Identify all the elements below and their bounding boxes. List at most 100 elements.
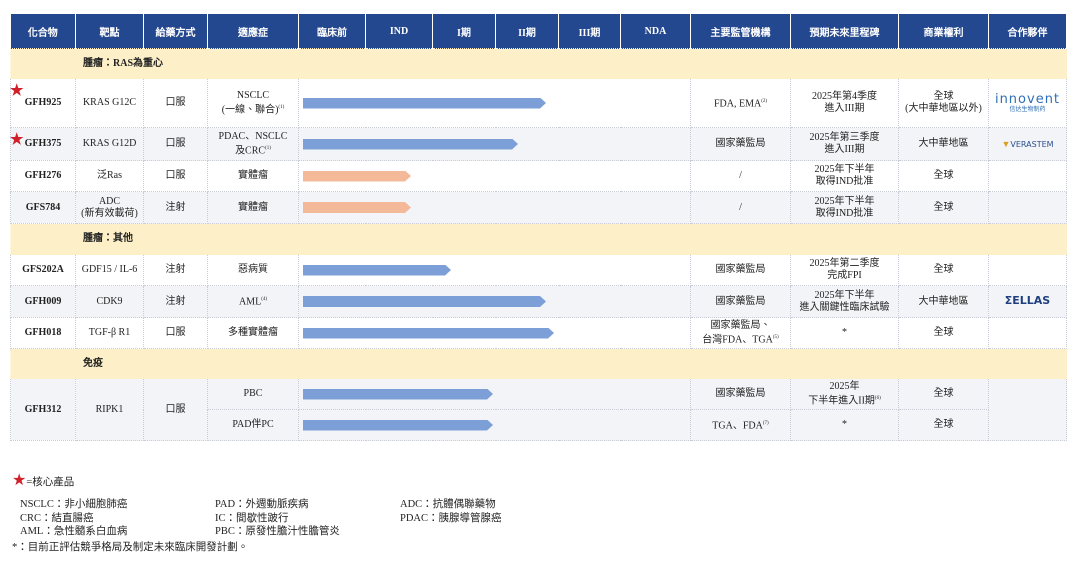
header-cell: 合作夥伴 [988, 14, 1067, 49]
compound-cell: GFH009 [10, 285, 76, 318]
header-cell: NDA [620, 14, 691, 49]
indication: PAD伴PC [232, 419, 274, 430]
compound-cell: GFS784 [10, 191, 76, 224]
regulator-cell: 國家藥監局、 台灣FDA、TGA(5) [690, 317, 791, 349]
section-row: 腫瘤：其他 [10, 223, 1067, 255]
header-cell: 化合物 [10, 14, 76, 49]
table-body: 腫瘤：RAS為重心 ★ GFH925 KRAS G12C 口服 NSCLC (一線、聯合)(… [10, 48, 1067, 441]
target-cell: RIPK1 [75, 378, 144, 441]
regulator: / [739, 170, 742, 181]
compound-row: PAD伴PC TGA、FDA(7) * 全球 [11, 409, 1067, 441]
rights: 全球 [933, 170, 954, 181]
rights: (大中華地區以外) [905, 103, 982, 114]
compound-name: GFH312 [24, 403, 62, 415]
compound-row: GFS784 ADC (新有效載荷) 注射 實體瘤/2025年下半年 取得IND批准 全球 [10, 191, 1067, 224]
regulator: TGA、FDA(7) [712, 420, 769, 432]
header-cell: 主要監管機構 [690, 14, 791, 49]
milestone: 取得IND批准 [815, 176, 874, 187]
compound-cell: GFH312 [10, 378, 76, 441]
compound-name: GFH018 [24, 327, 62, 338]
section-title: 腫瘤：其他 [75, 223, 1067, 255]
milestone-cell: 2025年下半年 取得IND批准 [790, 160, 899, 192]
core-legend: ★=核心產品 [12, 473, 74, 490]
compound-row: GFH276 泛Ras 口服 實體瘤 / 2025年下半年 取得IND批准 全球 [10, 160, 1067, 192]
footnote-ref: (5) [772, 334, 779, 340]
route-cell: 口服 [143, 317, 208, 349]
target: 泛Ras [97, 170, 122, 181]
regulator: 台灣FDA、TGA(5) [702, 334, 779, 346]
compound-name: GFH009 [24, 295, 62, 307]
milestone: * [842, 327, 847, 338]
target-cell: 泛Ras [75, 160, 144, 192]
indication: 多種實體瘤 [228, 327, 278, 338]
milestone-cell: 2025年下半年進入II期(6) [790, 378, 899, 410]
rights-cell: 大中華地區 [898, 285, 989, 318]
legend-column: NSCLC：非小細胞肺癌 CRC：結直腸癌 AML：急性髓系白血病 [20, 498, 127, 539]
abbreviation: NSCLC：非小細胞肺癌 [20, 499, 128, 510]
regulator-cell: / [690, 160, 791, 192]
header-cell: II期 [495, 14, 559, 49]
target-cell: ADC (新有效載荷) [75, 191, 144, 224]
milestone-cell: * [790, 409, 899, 441]
indication-cell: 實體瘤 [207, 160, 299, 192]
rights-cell: 全球 [898, 317, 989, 349]
stage-cell [298, 317, 691, 349]
rights-cell: 全球 [898, 409, 989, 441]
partner-cell [988, 317, 1067, 349]
target: GDF15 / IL-6 [81, 264, 138, 275]
route-cell: 口服 [143, 378, 208, 441]
rights-cell: 大中華地區 [898, 127, 989, 161]
partner-cell: innovent 信达生物制药 [988, 78, 1067, 128]
section-row: 免疫 [10, 348, 1067, 379]
rights: 全球 [933, 201, 954, 213]
progress-bar [303, 296, 546, 307]
section-spacer [10, 223, 76, 255]
indication: 實體瘤 [238, 170, 268, 181]
footnote-ref: (4) [261, 297, 268, 303]
regulator-cell: 國家藥監局 [690, 285, 791, 318]
regulator: 國家藥監局、 [710, 319, 771, 331]
target-cell: CDK9 [75, 285, 144, 318]
target: (新有效載荷) [81, 207, 138, 219]
rights-cell: 全球 [898, 160, 989, 192]
footnote-ref: (2) [761, 98, 768, 104]
abbreviation: PAD：外週動脈疾病 [215, 499, 309, 510]
milestone: 2025年第三季度 [809, 132, 880, 143]
stage-cell [298, 378, 691, 410]
indication: NSCLC [236, 89, 270, 101]
target: CDK9 [96, 295, 123, 307]
milestone: 下半年進入II期(6) [808, 395, 881, 407]
pipeline-table: 化合物 靶點 給藥方式 適應症 臨床前 IND I期 II期 III期 NDA 主要監管機構 預期未來… [10, 14, 1067, 441]
abbreviation: ADC：抗體偶聯藥物 [400, 499, 496, 510]
footnote-ref: (6) [874, 395, 881, 401]
footnote: *：目前正評估競爭格局及制定未來臨床開發計劃。 [12, 542, 249, 553]
milestone: 2025年 [829, 380, 860, 392]
target-cell: GDF15 / IL-6 [75, 254, 144, 286]
indication-cell: PAD伴PC [207, 409, 299, 441]
partner-cell [988, 254, 1067, 286]
route-cell: 口服 [143, 160, 208, 192]
header-cell: III期 [558, 14, 621, 49]
header-cell: IND [365, 14, 433, 49]
regulator-cell: TGA、FDA(7) [690, 409, 791, 441]
compound-row: GFH018 TGF-β R1 口服 多種實體瘤 國家藥監局、 台灣FDA、TGA(5) *… [10, 317, 1067, 349]
indication: PDAC、NSCLC [218, 130, 288, 142]
regulator: 國家藥監局 [715, 264, 766, 275]
indication: 實體瘤 [238, 201, 268, 213]
abbreviation: AML：急性髓系白血病 [20, 526, 128, 537]
route-cell: 注射 [143, 285, 208, 318]
compound-name: GFS202A [22, 264, 64, 275]
route-cell: 注射 [143, 254, 208, 286]
legend-column: ADC：抗體偶聯藥物 PDAC：胰腺導管腺癌 [400, 498, 502, 525]
compound-name: GFH276 [24, 170, 62, 181]
legend: ★=核心產品 *：目前正評估競爭格局及制定未來臨床開發計劃。 NSCLC：非小細… [12, 473, 502, 554]
partner-mark: ▼ [1001, 138, 1011, 149]
route-cell: 注射 [143, 191, 208, 224]
stage-cell [298, 191, 691, 224]
rights: 全球 [933, 91, 954, 102]
rights: 全球 [933, 264, 954, 275]
regulator: FDA, EMA(2) [713, 98, 768, 110]
abbreviation: PDAC：胰腺導管腺癌 [400, 512, 502, 524]
rights-cell: 全球 [898, 378, 989, 410]
partner-cell: ▼VERASTEM [988, 127, 1067, 161]
